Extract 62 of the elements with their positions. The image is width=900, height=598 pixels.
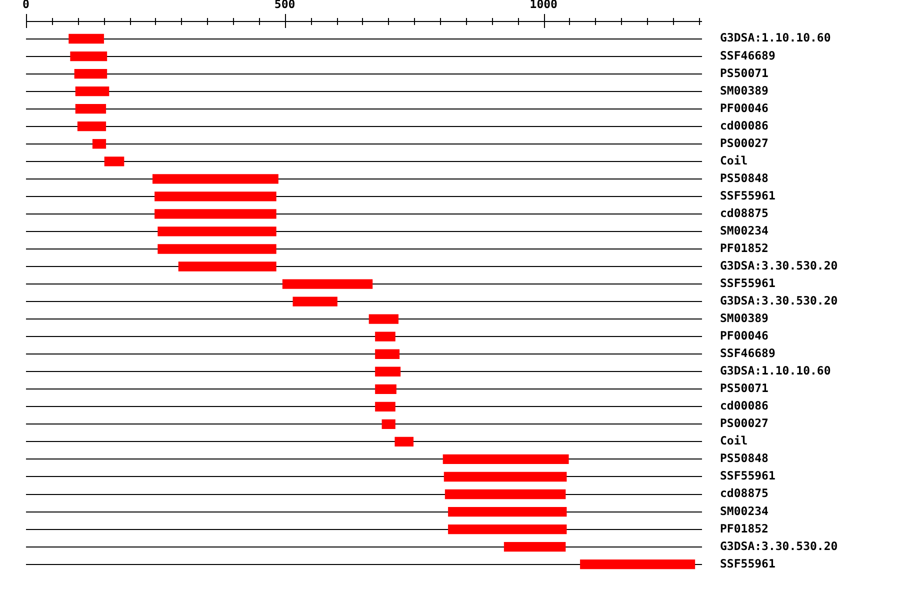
bar [394,436,414,447]
bar [75,86,110,96]
y-tick-label: cd08875 [720,486,769,500]
y-tick-label: cd00086 [720,118,769,132]
y-tick-label: SSF55961 [720,556,776,570]
y-tick-label: G3DSA:3.30.530.20 [720,538,838,553]
bar [152,174,278,184]
y-tick-label: cd08875 [720,206,769,220]
bar [375,332,396,342]
bar [70,51,108,62]
y-tick-label: G3DSA:1.10.10.60 [720,364,831,378]
bar [104,156,124,166]
bar [368,314,398,324]
bar [74,68,108,79]
y-tick-label: Coil [720,153,748,168]
bar [382,419,396,430]
y-tick-label: PF01852 [720,521,768,536]
bar [442,454,569,464]
y-tick-label: SSF46689 [720,48,776,62]
bar [282,279,373,289]
y-tick-label: Coil [720,434,748,448]
bar [444,489,566,500]
bar [77,122,106,132]
y-tick-label: G3DSA:1.10.10.60 [720,30,831,45]
y-tick-label: SM00389 [720,311,769,326]
bar [158,226,276,236]
bar [444,472,567,482]
y-tick-label: G3DSA:3.30.530.20 [720,258,838,272]
bar [448,506,567,517]
y-tick-label: SM00389 [720,83,769,98]
bar [75,104,106,114]
bar [580,560,696,570]
bar [154,209,276,219]
y-tick-label: G3DSA:3.30.530.20 [720,294,838,308]
bar [448,524,567,534]
bar [375,402,396,412]
y-tick-label: SM00234 [720,223,769,238]
y-tick-label: PF00046 [720,328,769,343]
bar [158,244,276,254]
y-tick-label: PF00046 [720,100,769,115]
bar [375,349,400,359]
bar [178,262,276,272]
bar [68,34,104,44]
bar [375,384,396,394]
y-tick-label: cd00086 [720,398,769,413]
y-tick-label: SM00234 [720,504,769,518]
y-tick-label: PS50071 [720,381,769,396]
bar [154,192,276,202]
bar [92,139,106,149]
bar [504,542,566,552]
y-tick-label: PS50071 [720,66,769,80]
y-tick-label: PS00027 [720,416,769,430]
y-tick-label: SSF55961 [720,276,776,290]
y-tick-label: PS00027 [720,136,769,150]
bar [292,296,338,306]
y-tick-label: SSF55961 [720,468,776,483]
y-tick-label: SSF55961 [720,188,776,202]
y-tick-label: PF01852 [720,240,768,255]
y-tick-label: PS50848 [720,451,769,466]
y-tick-label: SSF46689 [720,346,776,360]
y-tick-label: PS50848 [720,170,769,185]
bar [375,366,401,376]
